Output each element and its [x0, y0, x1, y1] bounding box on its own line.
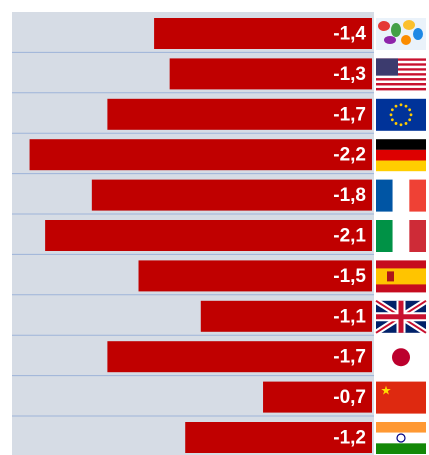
flag-shape: [403, 20, 415, 30]
value-label: -1,4: [333, 24, 366, 45]
bar: [169, 58, 372, 90]
flag-star: [389, 113, 393, 117]
flag-shape: [378, 21, 390, 31]
flag-disc: [392, 348, 410, 367]
flag-star: [408, 108, 412, 112]
flag-stripe: [376, 149, 426, 161]
flag-star: [394, 122, 398, 125]
flag-star: [408, 118, 412, 122]
flag-stripe: [376, 268, 426, 285]
flag-canton: [376, 58, 398, 76]
flag: [374, 298, 428, 336]
value-label: -1,5: [333, 266, 366, 287]
flag-star: [399, 123, 403, 127]
flag-star: [399, 103, 403, 107]
flag-stripe: [376, 80, 426, 84]
bar: [185, 422, 372, 453]
flag-stripe: [376, 68, 426, 71]
flag-star: [404, 122, 408, 125]
flag-stripe: [376, 60, 426, 64]
flag-stripe: [376, 139, 426, 150]
value-label: -1,7: [333, 104, 366, 125]
flag-cross: [376, 300, 426, 333]
flag: [376, 381, 426, 414]
flag-stripe: [409, 220, 426, 252]
flag-wheel: [396, 433, 406, 443]
flag-stripe: [376, 65, 426, 69]
flag-shape: [384, 36, 396, 44]
value-label: -1,8: [333, 185, 366, 206]
flag: [376, 260, 426, 293]
flag: [376, 341, 426, 374]
flag-shape: [391, 23, 401, 37]
flag-bg: [376, 381, 426, 414]
flag-stripe: [376, 78, 426, 81]
flag-shape: [413, 28, 423, 40]
value-label: -1,2: [333, 428, 366, 449]
bar: [91, 179, 373, 211]
flag-stripe: [409, 179, 426, 212]
flag-stripe: [376, 73, 426, 76]
flag-stripe: [376, 432, 426, 444]
value-label: -2,2: [333, 145, 366, 166]
flag-stripe: [376, 75, 426, 79]
flag-stripe: [376, 422, 426, 433]
flag: [376, 18, 426, 50]
flag-stripe: [376, 58, 426, 61]
value-label: -1,1: [333, 306, 366, 327]
flag-star: [390, 118, 394, 122]
value-label: -1,3: [333, 64, 366, 85]
flag: [376, 220, 426, 252]
flag: [376, 422, 426, 454]
flag: [376, 139, 426, 172]
value-label: -2,1: [333, 226, 366, 247]
flag-emblem: [387, 271, 394, 282]
bar: [45, 220, 373, 251]
bar: [200, 300, 372, 332]
flag-star: [381, 385, 391, 395]
flag-star: [390, 108, 394, 112]
value-label: -0,7: [333, 387, 366, 408]
bar: [154, 18, 372, 49]
flag-stripe: [392, 179, 410, 212]
flag: [376, 179, 426, 212]
flag-stripe: [376, 179, 393, 212]
flag-star: [394, 104, 398, 108]
flag: [376, 98, 426, 131]
flag-stripe: [376, 160, 426, 172]
bar: [107, 341, 373, 373]
flag-star: [409, 113, 413, 117]
flag-stripe: [376, 220, 393, 252]
flag-stripe: [376, 63, 426, 66]
flag-stripe: [376, 443, 426, 454]
value-label: -1,7: [333, 347, 366, 368]
flag-stripe: [376, 70, 426, 74]
bar: [263, 381, 372, 413]
bar: [138, 260, 372, 292]
bar: [29, 139, 373, 171]
flag-star: [404, 104, 408, 108]
flag-stripe: [376, 85, 426, 88]
flag-stripe: [376, 83, 426, 86]
bar: [107, 98, 373, 130]
flag-stripe: [376, 87, 426, 91]
flag-stripe: [392, 220, 410, 252]
flag: [376, 58, 426, 91]
flag-shape: [401, 35, 411, 45]
